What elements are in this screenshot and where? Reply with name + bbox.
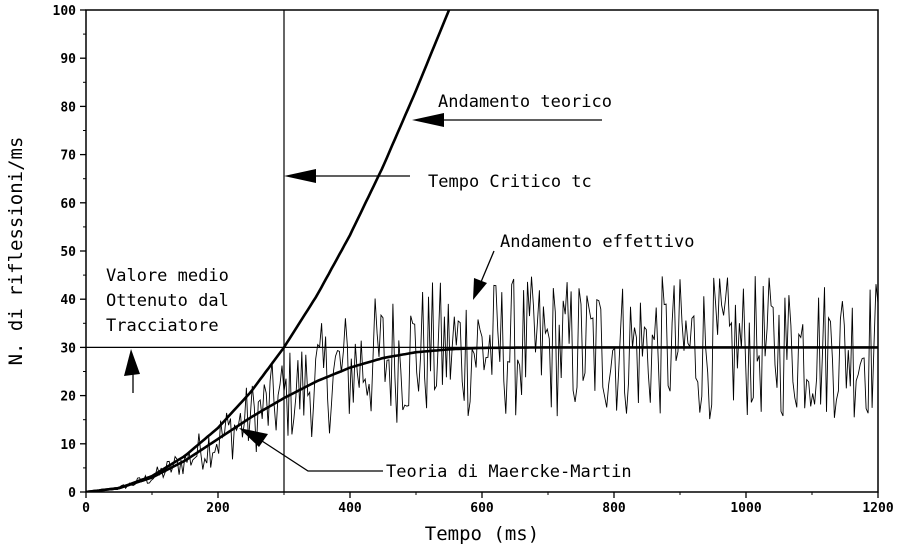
x-tick-label: 600 — [470, 501, 494, 516]
y-tick-label: 20 — [60, 390, 76, 405]
series-andamento-effettivo — [86, 276, 878, 492]
annotation-andamento-teorico: Andamento teorico — [438, 92, 612, 112]
y-tick-label: 60 — [60, 197, 76, 212]
y-tick-label: 50 — [60, 245, 76, 260]
arrow-andamento-teorico — [412, 113, 602, 127]
annotation-andamento-effettivo: Andamento effettivo — [500, 232, 694, 252]
y-tick-label: 100 — [53, 4, 77, 19]
x-tick-label: 400 — [338, 501, 362, 516]
x-tick-label: 1200 — [862, 501, 893, 516]
arrow-andamento-effettivo — [473, 250, 495, 300]
arrow-valore-medio — [124, 349, 140, 393]
x-tick-label: 800 — [602, 501, 626, 516]
y-axis-title: N. di riflessioni/ms — [5, 137, 27, 366]
y-tick-label: 10 — [60, 438, 76, 453]
x-tick-label: 200 — [206, 501, 230, 516]
x-axis-title: Tempo (ms) — [425, 523, 539, 545]
annotation-valore-medio-line3: Tracciatore — [106, 316, 219, 336]
annotation-valore-medio-line1: Valore medio — [106, 266, 229, 286]
x-tick-label: 1000 — [730, 501, 761, 516]
y-tick-label: 40 — [60, 293, 76, 308]
arrow-tempo-critico — [284, 169, 410, 183]
y-tick-label: 70 — [60, 149, 76, 164]
plot-frame — [85, 9, 879, 493]
annotation-valore-medio-line2: Ottenuto dal — [106, 291, 229, 311]
y-tick-label: 90 — [60, 52, 76, 67]
annotation-tempo-critico: Tempo Critico tc — [428, 172, 592, 192]
y-tick-label: 80 — [60, 100, 76, 115]
x-tick-label: 0 — [82, 501, 90, 516]
y-tick-label: 0 — [68, 486, 76, 501]
arrow-maercke-martin — [239, 428, 383, 472]
annotation-maercke-martin: Teoria di Maercke-Martin — [386, 462, 632, 482]
y-tick-label: 30 — [60, 341, 76, 356]
